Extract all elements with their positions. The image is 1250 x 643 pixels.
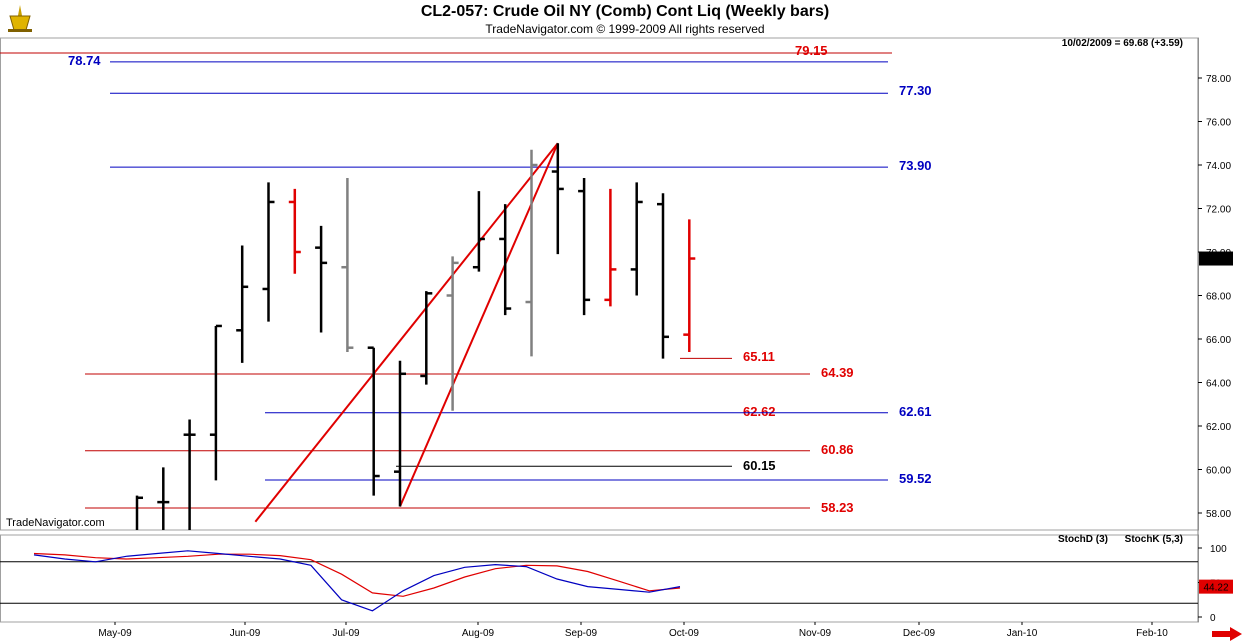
ohlc-bar: [657, 193, 669, 359]
ohlc-bar: [157, 467, 170, 530]
y-tick-label: 66.00: [1206, 335, 1231, 346]
ohlc-bar: [472, 191, 485, 272]
ohlc-bar: [367, 346, 380, 496]
ohlc-bar: [288, 188, 301, 274]
y-tick-label: 62.00: [1206, 422, 1231, 433]
ohlc-bar: [394, 360, 406, 507]
ohlc-bar: [209, 324, 222, 481]
legend-stochk: StochK (5,3): [1125, 534, 1183, 545]
y-tick-label: 74.00: [1206, 161, 1231, 172]
copyright-subtitle: TradeNavigator.com © 1999-2009 All right…: [485, 22, 765, 36]
stoch-series-line: [33, 552, 681, 597]
ohlc-bar: [420, 291, 433, 385]
ohlc-bar: [604, 188, 617, 307]
x-tick-label: Sep-09: [565, 628, 598, 639]
x-tick-label: Nov-09: [799, 628, 832, 639]
level-label: 58.23: [821, 500, 854, 515]
ohlc-bar: [499, 204, 512, 316]
level-label: 60.86: [821, 442, 854, 457]
ohlc-bar: [551, 143, 564, 255]
level-label: 60.15: [743, 458, 776, 473]
level-label: 73.90: [899, 158, 932, 173]
ohlc-bar: [341, 178, 354, 353]
y-tick-label: 64.00: [1206, 379, 1231, 390]
ohlc-bar: [630, 182, 643, 296]
level-label: 78.74: [68, 53, 101, 68]
x-tick-label: Jun-09: [230, 628, 261, 639]
price-panel-frame: [0, 37, 1199, 531]
trendline: [254, 142, 559, 523]
scroll-right-arrow-icon[interactable]: [1212, 627, 1242, 641]
y-tick-label: 58.00: [1206, 509, 1231, 520]
y-tick-label: 72.00: [1206, 205, 1231, 216]
level-label: 65.11: [743, 349, 775, 364]
level-label: 62.61: [899, 404, 932, 419]
level-label: 77.30: [899, 83, 932, 98]
ohlc-bar: [525, 149, 538, 357]
x-tick-label: Aug-09: [462, 628, 495, 639]
last-quote-text: 10/02/2009 = 69.68 (+3.59): [1062, 38, 1183, 49]
level-label: 62.62: [743, 404, 776, 419]
ohlc-bar: [446, 256, 459, 411]
ohlc-bar: [578, 178, 591, 316]
ohlc-bar: [183, 419, 196, 530]
chart-title: CL2-057: Crude Oil NY (Comb) Cont Liq (W…: [420, 3, 830, 20]
ohlc-bars: [135, 143, 696, 530]
y-tick-label: 60.00: [1206, 466, 1231, 477]
level-label: 64.39: [821, 365, 854, 380]
x-tick-label: Dec-09: [903, 628, 936, 639]
watermark-text: TradeNavigator.com: [6, 517, 105, 529]
ohlc-bar: [236, 245, 249, 363]
ohlc-bar: [262, 182, 275, 322]
ohlc-bar: [315, 225, 328, 333]
last-price-tag: 69.68: [1203, 255, 1228, 266]
stoch-y-tick-label: 0: [1210, 613, 1216, 624]
y-tick-label: 68.00: [1206, 292, 1231, 303]
x-tick-label: Jan-10: [1007, 628, 1038, 639]
ohlc-bar: [135, 495, 143, 530]
last-price-tag-box: [1199, 251, 1233, 266]
stoch-value-tag: 44.22: [1203, 583, 1228, 594]
chart-header: CL2-057: Crude Oil NY (Comb) Cont Liq (W…: [0, 0, 1250, 38]
legend-stochd: StochD (3): [1058, 534, 1108, 545]
x-tick-label: Jul-09: [332, 628, 360, 639]
level-label: 79.15: [795, 43, 828, 58]
x-tick-label: May-09: [98, 628, 132, 639]
ohlc-bar: [683, 219, 696, 353]
y-tick-label: 76.00: [1206, 118, 1231, 129]
stoch-y-tick-label: 100: [1210, 544, 1227, 555]
stoch-series-line: [33, 550, 681, 612]
y-tick-label: 78.00: [1206, 74, 1231, 85]
x-tick-label: Oct-09: [669, 628, 699, 639]
stoch-panel-frame: [0, 534, 1199, 623]
stoch-value-tag-box: [1199, 579, 1233, 594]
level-label: 59.52: [899, 471, 932, 486]
navigator-logo-icon: [4, 2, 36, 34]
x-tick-label: Feb-10: [1136, 628, 1168, 639]
